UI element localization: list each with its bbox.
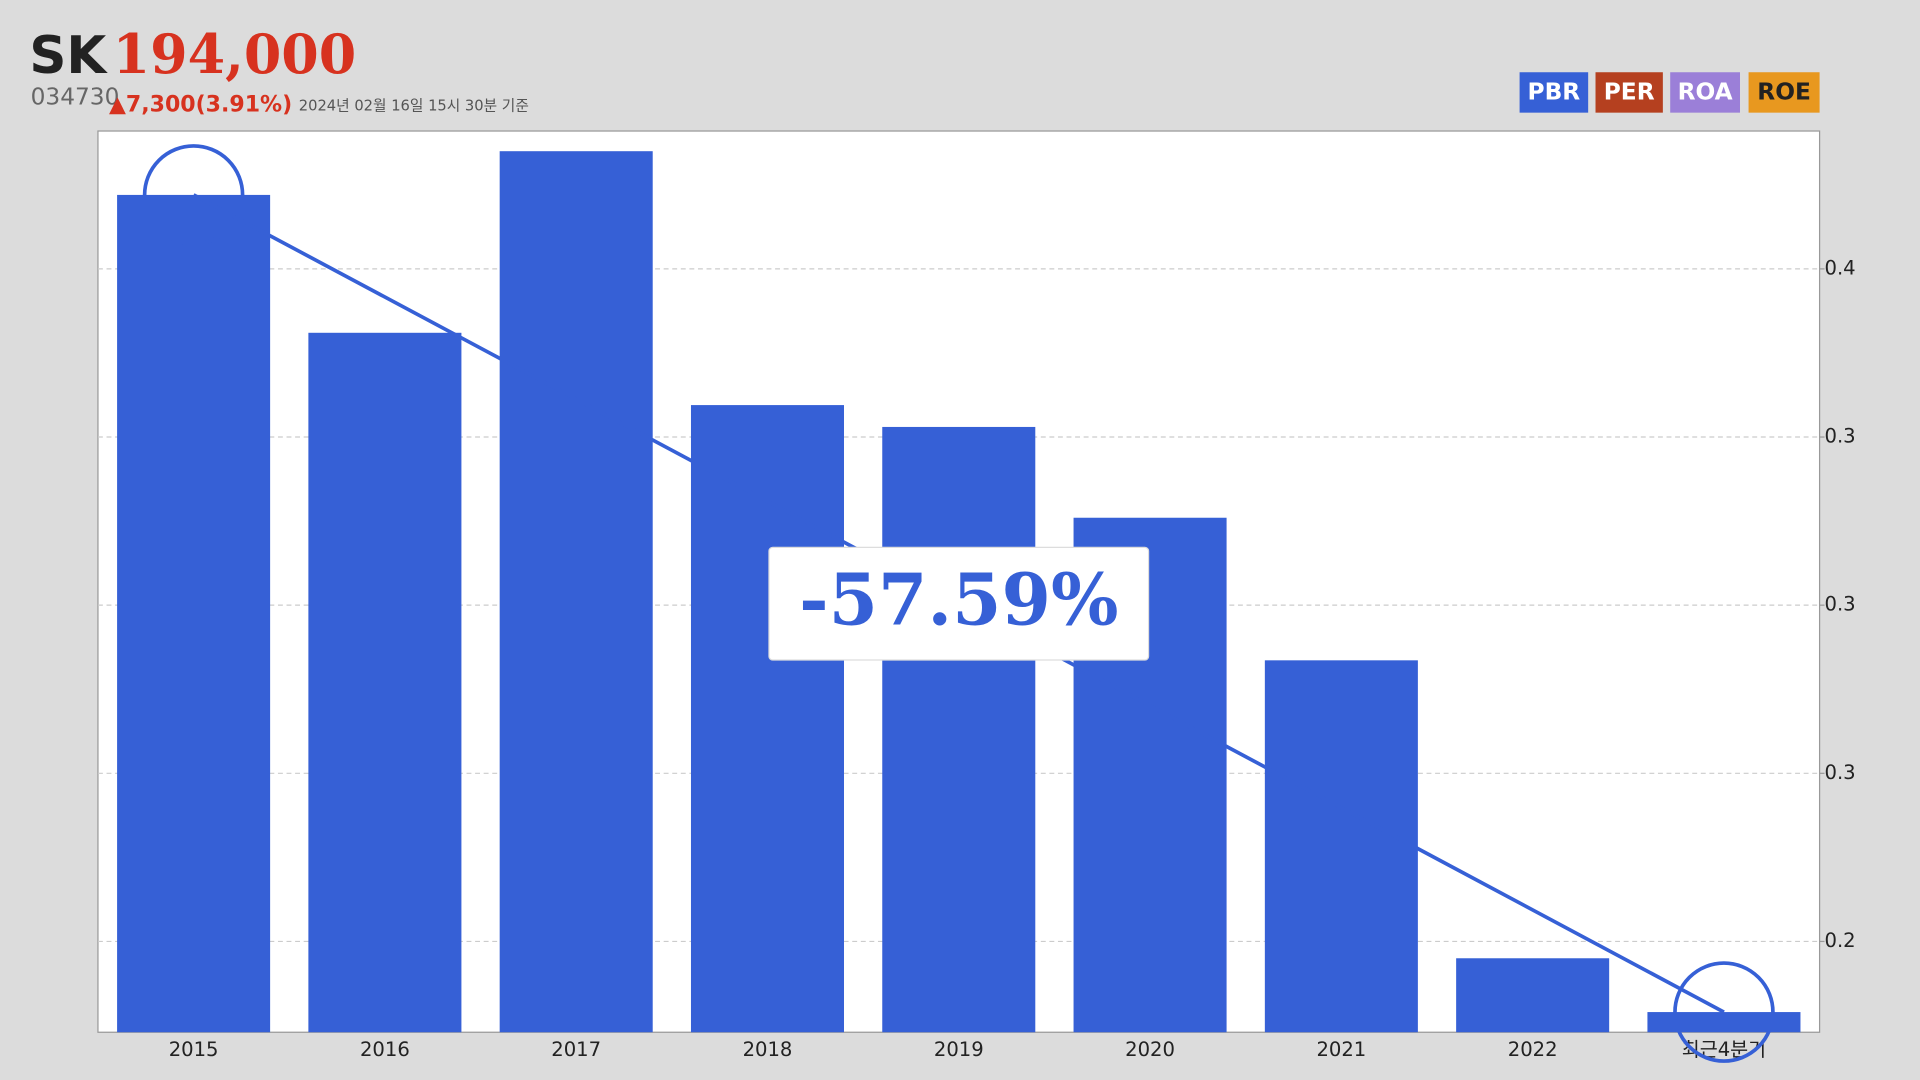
x-tick-label: 2017: [551, 1038, 601, 1061]
x-tick-label: 2018: [743, 1038, 793, 1061]
bar: [882, 426, 1036, 1033]
y-tick-label: 0.3: [1824, 761, 1855, 784]
bar: [308, 332, 462, 1033]
timestamp: 2024년 02월 16일 15시 30분 기준: [299, 98, 529, 115]
bar: [1456, 958, 1610, 1033]
tab-label[interactable]: PER: [1604, 79, 1655, 106]
bar: [1647, 1012, 1801, 1033]
tab-button[interactable]: [1670, 72, 1740, 113]
trend-start-marker: [142, 144, 245, 246]
y-tick-label: 0.3: [1824, 425, 1855, 448]
y-tick-label: 0.3: [1824, 593, 1855, 616]
trend-end-marker: [1673, 961, 1775, 1063]
stock-code: 034730: [31, 83, 120, 110]
tab-button[interactable]: [1519, 72, 1589, 113]
bar: [1264, 660, 1418, 1033]
x-tick-label: 2021: [1316, 1038, 1366, 1061]
bar: [690, 405, 844, 1033]
bar: [117, 194, 271, 1033]
y-tick-label: 0.4: [1824, 256, 1855, 279]
x-tick-label: 2022: [1508, 1038, 1558, 1061]
stock-price: 194,000: [113, 22, 357, 86]
tab-label[interactable]: ROE: [1757, 79, 1811, 106]
annotation: -57.59%: [799, 558, 1118, 642]
tab-button[interactable]: [1748, 72, 1820, 113]
tab-label[interactable]: ROA: [1678, 79, 1733, 106]
x-tick-label: 2015: [169, 1038, 219, 1061]
annotation-box: [768, 546, 1150, 661]
tab-label[interactable]: PBR: [1528, 79, 1581, 106]
bar: [499, 151, 653, 1033]
x-tick-label: 2016: [360, 1038, 410, 1061]
y-tick-label: 0.2: [1824, 929, 1855, 952]
x-tick-label: 2019: [934, 1038, 984, 1061]
tab-button[interactable]: [1595, 72, 1663, 113]
x-tick-label: 2020: [1125, 1038, 1175, 1061]
price-change: ▲7,300(3.91%): [109, 92, 292, 117]
stock-name: SK: [29, 26, 108, 86]
